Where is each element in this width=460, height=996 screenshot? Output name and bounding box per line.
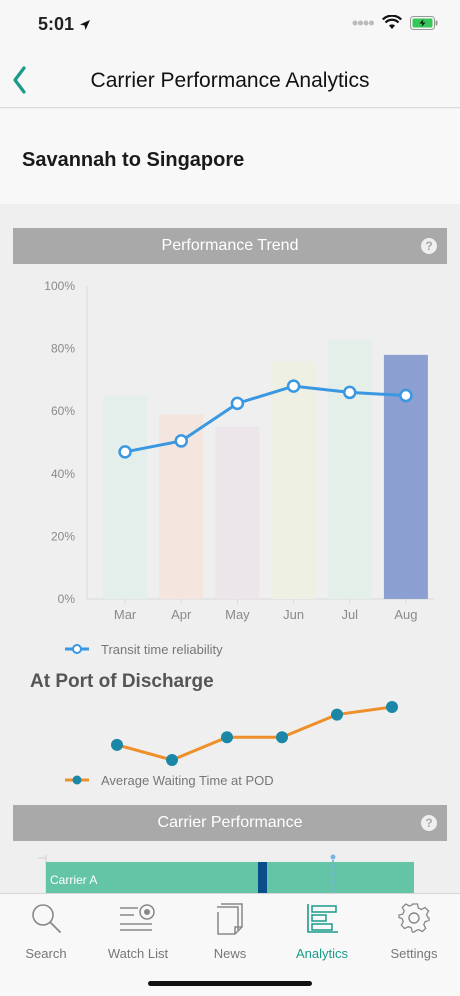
navigation-bar: Carrier Performance Analytics [0,50,460,108]
performance-trend-header: Performance Trend ? [13,228,447,264]
bar [327,339,372,599]
reliability-point [286,379,301,393]
battery-charging-icon [410,15,438,30]
y-tick-label: 20% [51,529,75,543]
route-header: Savannah to Singapore [0,109,460,204]
tab-label: News [213,946,247,961]
waiting-time-point [221,731,233,744]
carrier-label: Carrier A [50,873,97,887]
reliability-point [174,434,188,448]
tab-search[interactable]: Search [0,902,92,962]
reliability-point [118,445,132,459]
waiting-time-point [166,754,178,766]
waiting-time-point [276,731,288,744]
route-title: Savannah to Singapore [22,149,245,171]
y-tick-label: 40% [51,467,75,481]
legend-swatch-marker [72,644,82,654]
status-icons [352,15,438,30]
help-icon[interactable]: ? [421,815,437,831]
magnifier-icon [32,904,61,933]
bar [103,395,148,599]
gear-icon [398,903,430,933]
reliability-point [230,396,245,411]
legend-swatch-marker [72,775,82,785]
tab-watch-list[interactable]: Watch List [92,902,184,962]
status-time: 5:01 [38,14,91,35]
waiting-time-line [116,705,393,762]
y-tick-label: 0% [58,592,76,606]
y-tick-label: 60% [51,404,75,418]
waiting-time-point [331,708,343,721]
section-title: Carrier Performance [157,814,303,831]
tab-label: Analytics [295,946,349,961]
x-tick-label: Jul [341,607,358,622]
x-tick-label: May [225,607,250,622]
waiting-time-point [111,738,123,751]
reliability-point [343,385,357,400]
tab-bar: Search Watch List News Analytics Setting… [0,893,460,996]
legend-label: Transit time reliability [101,642,223,657]
performance-trend-chart: 0% 20% 40% 60% 80% 100% Mar Apr May Jun Jul Aug Tran… [44,279,434,657]
x-tick-label: Jun [283,607,304,622]
carrier-reference-point [330,854,336,860]
watch-list-icon [120,904,155,931]
status-bar: 5:01 [0,0,460,50]
back-button[interactable] [8,62,38,98]
waiting-time-chart: Average Waiting Time at POD [65,701,398,788]
analytics-icon [307,904,338,933]
carrier-performance-header: Carrier Performance ? [13,805,447,841]
tab-label: Search [25,946,67,961]
legend-label: Average Waiting Time at POD [101,773,274,788]
signal-dots-icon [352,20,374,25]
chevron-left-icon [13,66,26,94]
y-tick-label: 100% [44,279,75,293]
wifi-icon [382,15,402,29]
bar [215,426,260,599]
reliability-point [399,388,413,403]
tab-label: Watch List [107,946,169,961]
section-title: Performance Trend [161,237,299,254]
news-icon [217,903,243,935]
tab-settings[interactable]: Settings [368,902,460,962]
carrier-marker [258,862,267,893]
waiting-time-point [386,701,398,713]
carrier-performance-chart: Carrier A [38,854,414,893]
location-arrow-icon [80,20,91,30]
home-indicator [148,981,312,986]
tab-news[interactable]: News [184,902,276,962]
bar [271,361,316,599]
x-tick-label: Apr [171,607,192,622]
carrier-bar [46,862,414,893]
reliability-line [124,384,407,454]
tab-analytics[interactable]: Analytics [276,902,368,962]
tab-label: Settings [390,946,438,961]
discharge-title: At Port of Discharge [30,671,214,692]
page-title: Carrier Performance Analytics [90,69,370,92]
x-tick-label: Mar [114,607,137,622]
help-icon[interactable]: ? [421,238,437,254]
x-tick-label: Aug [394,607,417,622]
y-tick-label: 80% [51,342,75,356]
